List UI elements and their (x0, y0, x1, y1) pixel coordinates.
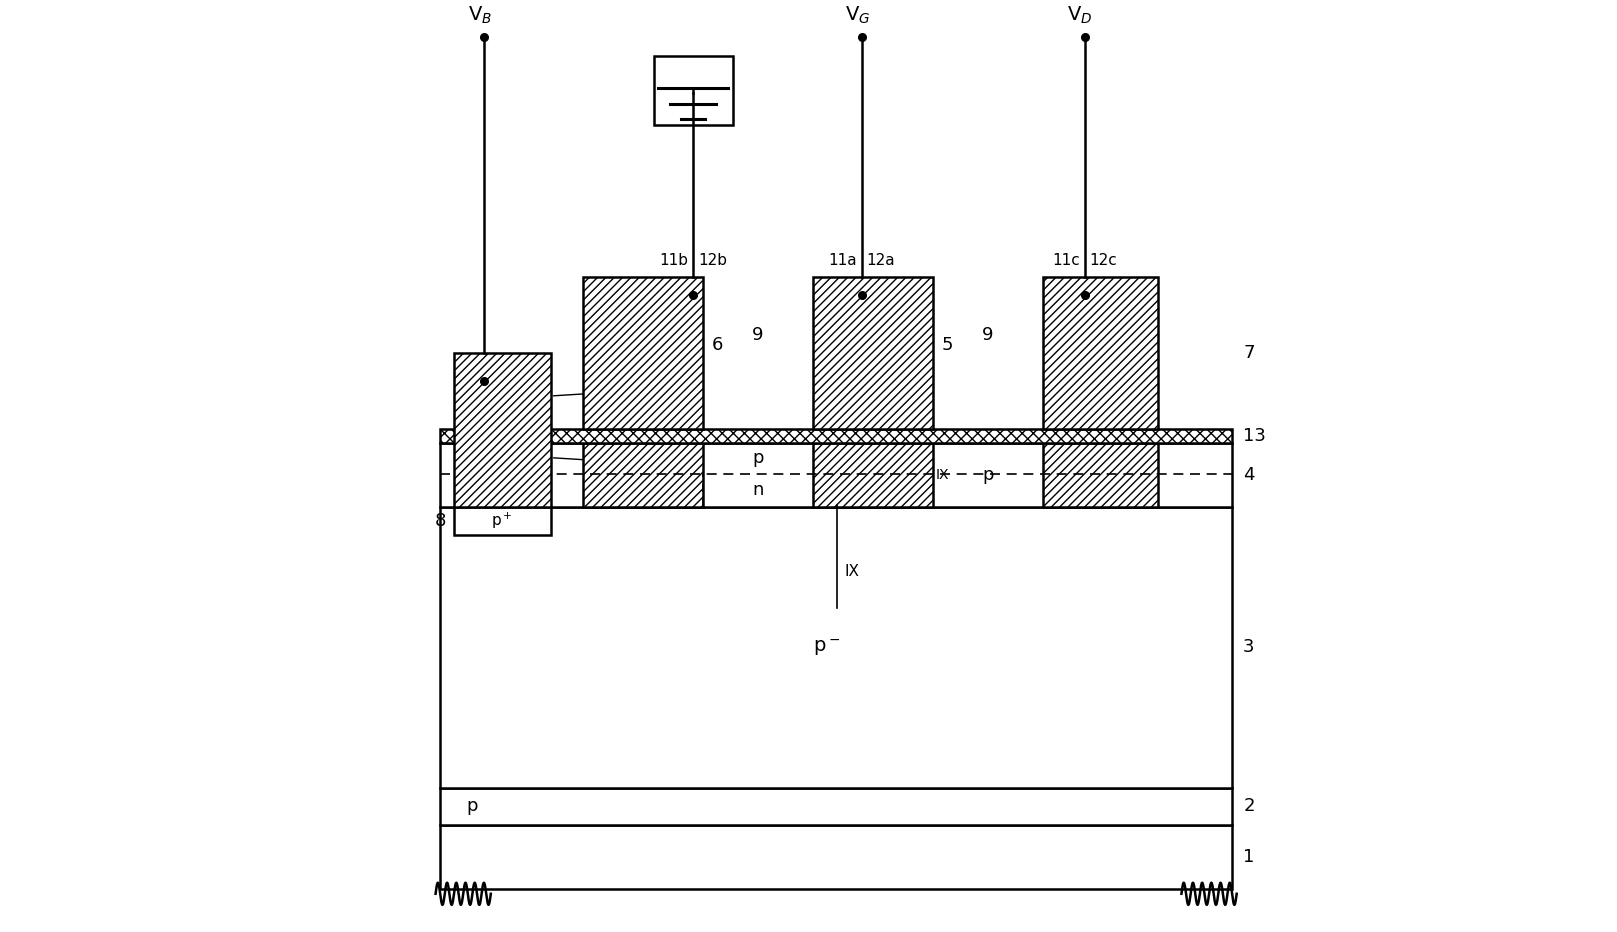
Text: 11d: 11d (553, 455, 639, 470)
Bar (440, 443, 1232, 507)
Text: V$_D$: V$_D$ (1067, 5, 1093, 26)
Text: 12b: 12b (699, 253, 728, 267)
Text: IX: IX (936, 468, 949, 482)
Bar (454, 507, 551, 535)
Bar (440, 788, 1232, 825)
Bar (813, 443, 933, 507)
Text: p$^+$: p$^+$ (833, 465, 854, 485)
Bar (813, 277, 933, 429)
Bar (454, 353, 551, 507)
Text: p: p (467, 797, 479, 816)
Text: 4: 4 (1243, 466, 1255, 484)
Bar (1043, 443, 1158, 507)
Bar (440, 507, 1232, 788)
Bar (582, 443, 703, 507)
Text: V$_G$: V$_G$ (844, 5, 870, 26)
Text: p: p (982, 466, 994, 484)
Text: 12c: 12c (1090, 253, 1117, 267)
Bar (582, 277, 703, 429)
Text: 8: 8 (435, 512, 446, 529)
Text: n$^+$: n$^+$ (614, 466, 635, 484)
Text: p$^-$: p$^-$ (813, 637, 841, 658)
Text: 12d: 12d (553, 384, 639, 399)
Text: 13: 13 (1243, 427, 1266, 445)
Bar (655, 56, 733, 125)
Text: 12a: 12a (867, 253, 896, 267)
Text: 11a: 11a (828, 253, 857, 267)
Text: 6: 6 (711, 336, 723, 354)
Text: n$^+$: n$^+$ (1085, 466, 1106, 484)
Text: 11c: 11c (1053, 253, 1080, 267)
Text: p: p (752, 449, 763, 467)
Bar (440, 429, 1232, 443)
Bar (440, 825, 1232, 889)
Text: 7: 7 (1243, 344, 1255, 362)
Text: 1: 1 (1243, 848, 1255, 866)
Text: n: n (752, 481, 763, 500)
Text: 5: 5 (943, 336, 954, 354)
Text: IX: IX (844, 564, 859, 579)
Text: 9: 9 (752, 325, 763, 344)
Bar (1043, 277, 1158, 429)
Text: 2: 2 (1243, 797, 1255, 816)
Text: 9: 9 (982, 325, 994, 344)
Text: V$_B$: V$_B$ (467, 5, 492, 26)
Text: 11b: 11b (660, 253, 689, 267)
Text: p$^+$: p$^+$ (492, 511, 513, 531)
Text: 3: 3 (1243, 638, 1255, 656)
